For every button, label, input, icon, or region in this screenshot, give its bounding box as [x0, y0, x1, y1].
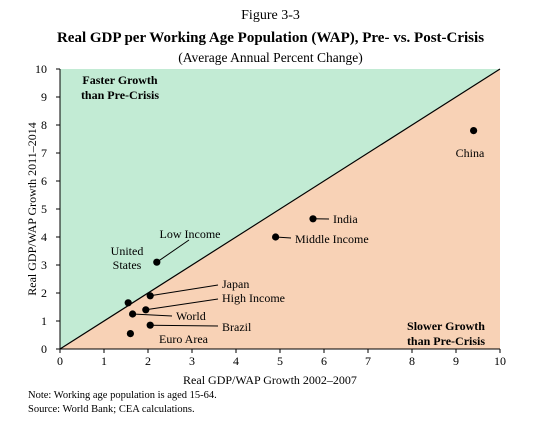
- leader-line-world: [132, 313, 173, 317]
- y-tick-label: 5: [41, 202, 47, 216]
- point-label-high-income: High Income: [222, 291, 285, 305]
- point-china: [470, 127, 478, 135]
- leader-line-high-income: [145, 298, 219, 311]
- x-tick-label: 8: [409, 354, 415, 368]
- point-united-states: [124, 299, 132, 307]
- x-tick-label: 9: [453, 354, 459, 368]
- y-tick-label: 2: [41, 286, 47, 300]
- chart-title: Real GDP per Working Age Population (WAP…: [56, 30, 485, 46]
- point-label-line: United: [111, 244, 144, 258]
- point-label-china: China: [456, 146, 485, 160]
- x-tick-label: 10: [494, 354, 506, 368]
- point-label-middle-income: Middle Income: [295, 232, 369, 246]
- x-tick-label: 0: [57, 354, 63, 368]
- chart-note: Note: Working age population is aged 15-…: [28, 390, 217, 401]
- y-tick-label: 9: [41, 90, 47, 104]
- point-middle-income: [272, 233, 280, 241]
- slower-growth-label-line: than Pre-Crisis: [407, 334, 485, 348]
- y-tick-label: 8: [41, 118, 47, 132]
- chart-source: Source: World Bank; CEA calculations.: [28, 404, 195, 415]
- y-tick-label: 0: [41, 342, 47, 356]
- leader-line-low-income: [156, 239, 190, 263]
- point-high-income: [142, 306, 150, 314]
- point-label-united-states: United States: [111, 244, 144, 272]
- y-axis-label: Real GDP/WAP Growth 2011–2014: [25, 122, 39, 295]
- point-label-euro-area: Euro Area: [159, 332, 209, 346]
- y-tick-label: 1: [41, 314, 47, 328]
- x-tick-label: 4: [233, 354, 239, 368]
- faster-growth-label-line: than Pre-Crisis: [81, 88, 159, 102]
- slower-growth-label: Slower Growth than Pre-Crisis: [407, 319, 485, 348]
- point-label-low-income: Low Income: [160, 227, 221, 241]
- x-axis-label: Real GDP/WAP Growth 2002–2007: [183, 373, 357, 387]
- faster-growth-label: Faster Growth than Pre-Crisis: [81, 73, 159, 102]
- x-tick-label: 5: [277, 354, 283, 368]
- point-label-brazil: Brazil: [222, 320, 252, 334]
- faster-growth-label-line: Faster Growth: [82, 73, 158, 87]
- x-tick-label: 1: [101, 354, 107, 368]
- point-india: [309, 215, 317, 223]
- point-label-india: India: [333, 212, 358, 226]
- point-label-japan: Japan: [222, 277, 249, 291]
- chart-subtitle: (Average Annual Percent Change): [178, 50, 363, 65]
- point-euro-area: [126, 330, 134, 338]
- figure-label: Figure 3-3: [241, 8, 300, 23]
- x-tick-label: 6: [321, 354, 327, 368]
- point-label-world: World: [176, 309, 206, 323]
- y-tick-label: 3: [41, 258, 47, 272]
- y-tick-label: 7: [41, 146, 47, 160]
- diagonal-line: [59, 68, 501, 350]
- x-tick-label: 7: [365, 354, 371, 368]
- point-brazil: [146, 321, 154, 329]
- y-tick-label: 10: [35, 62, 47, 76]
- point-japan: [146, 292, 154, 300]
- slower-growth-label-line: Slower Growth: [407, 319, 485, 333]
- leader-line-brazil: [150, 324, 219, 327]
- y-tick-label: 4: [41, 230, 47, 244]
- leader-line-japan: [150, 284, 219, 297]
- x-tick-label: 3: [189, 354, 195, 368]
- x-tick-label: 2: [145, 354, 151, 368]
- point-world: [129, 310, 137, 318]
- point-label-line: States: [113, 258, 142, 272]
- y-tick-label: 6: [41, 174, 47, 188]
- point-low-income: [153, 258, 161, 266]
